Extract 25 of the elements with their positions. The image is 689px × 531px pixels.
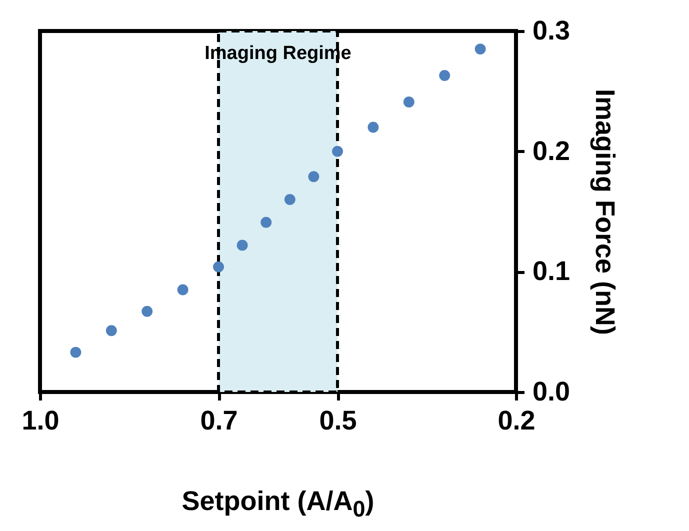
x-tick-label: 0.2 (498, 406, 536, 436)
band-label: Imaging Regime (204, 43, 352, 64)
y-axis-title: Imaging Force (nN) (590, 88, 620, 336)
point (332, 146, 343, 157)
point (177, 284, 188, 296)
point (474, 44, 486, 55)
point (368, 122, 379, 133)
point (106, 325, 117, 336)
point (260, 216, 272, 228)
y-tick-label: 0.1 (532, 256, 570, 286)
y-tick-label: 0.0 (532, 376, 570, 406)
x-tick-label: 0.7 (200, 406, 238, 436)
point (284, 194, 296, 205)
x-tick-label: 1.0 (22, 406, 60, 436)
point (308, 171, 320, 182)
point (236, 240, 248, 251)
point (213, 261, 224, 272)
y-tick-label: 0.2 (532, 136, 570, 166)
point (439, 70, 450, 81)
point (142, 306, 153, 317)
x-axis-title: Setpoint (A/A$_{0}$) (180, 486, 376, 522)
y-tick-label: 0.3 (532, 16, 570, 46)
x-tick-label: 0.5 (319, 406, 357, 436)
point (70, 346, 82, 358)
point (403, 96, 414, 108)
